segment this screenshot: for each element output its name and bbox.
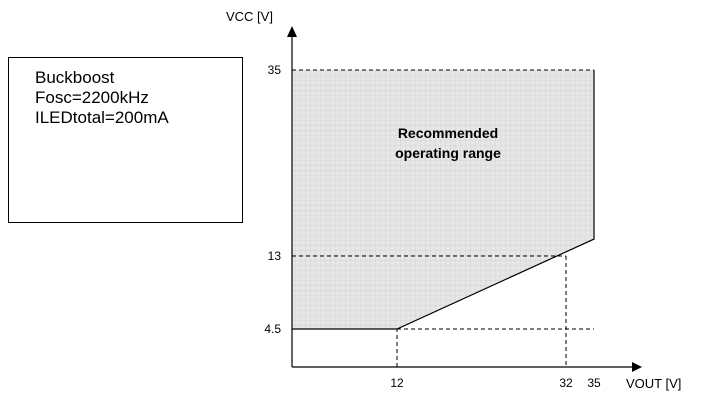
condition-mode: Buckboost (35, 68, 115, 87)
operating-region-boundary (292, 70, 595, 330)
y-tick-label: 4.5 (264, 322, 281, 336)
region-label: Recommended (398, 125, 498, 141)
x-tick-label: 32 (559, 376, 573, 390)
y-axis-title: VCC [V] (226, 9, 273, 24)
condition-frequency: Fosc=2200kHz (35, 88, 149, 107)
condition-current: ILEDtotal=200mA (35, 108, 169, 127)
conditions-box: Buckboost Fosc=2200kHz ILEDtotal=200mA (8, 57, 243, 223)
x-tick-label: 12 (390, 376, 404, 390)
x-axis-title: VOUT [V] (626, 376, 681, 391)
y-tick-label: 13 (268, 249, 282, 263)
x-axis-arrow (632, 362, 642, 372)
region-label: operating range (395, 145, 501, 161)
y-tick-label: 35 (268, 63, 282, 77)
x-tick-label: 35 (587, 376, 601, 390)
operating-region-grid (292, 70, 594, 329)
y-axis-arrow (287, 26, 297, 37)
